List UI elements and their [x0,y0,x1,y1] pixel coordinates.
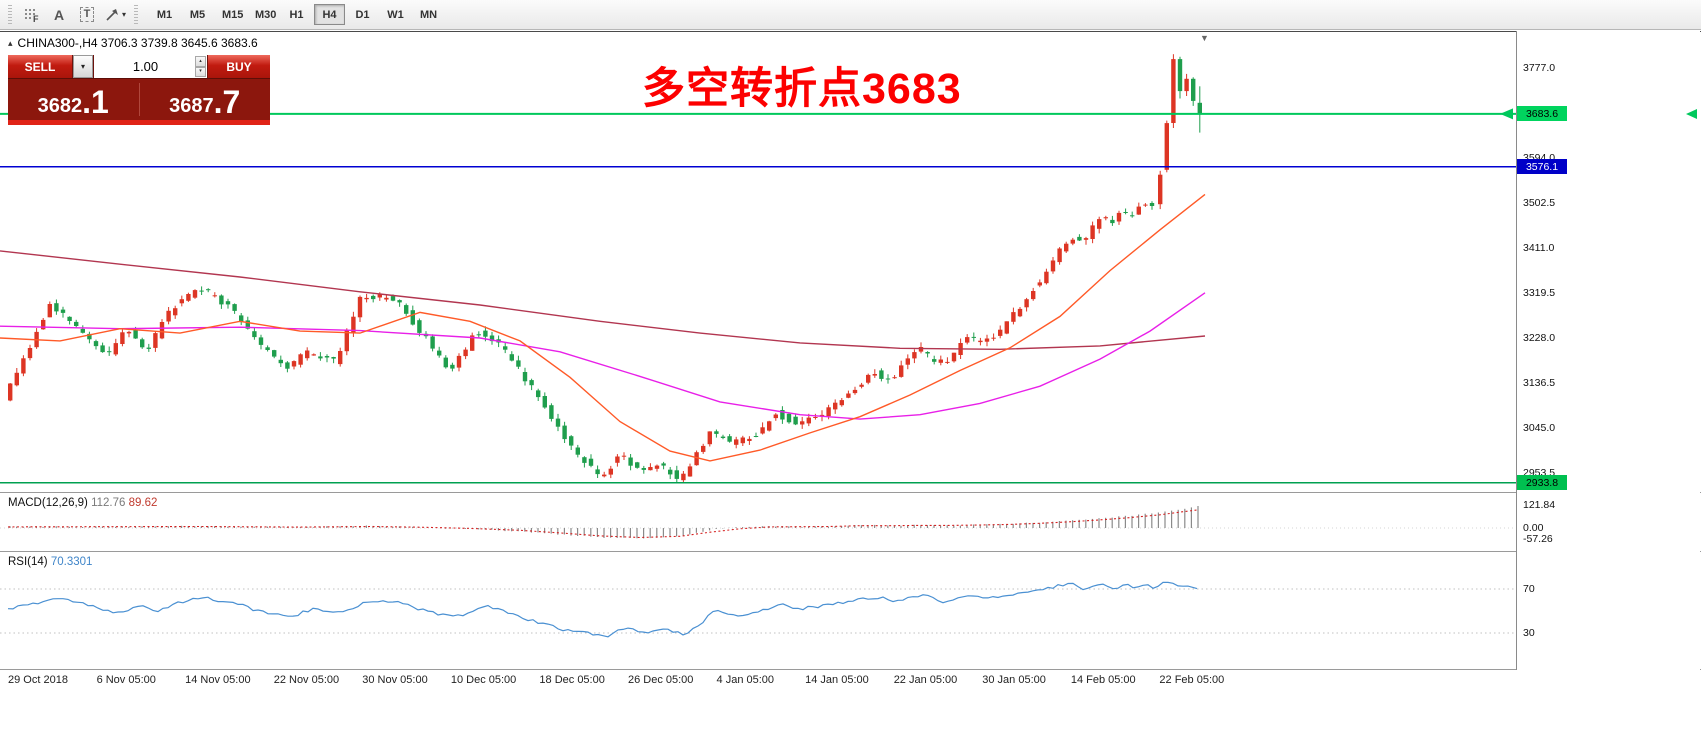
chart-title: CHINA300-,H4 3706.3 3739.8 3645.6 3683.6 [17,36,258,50]
axis-label: 0.00 [1523,522,1544,534]
axis-label: 3777.0 [1523,62,1556,74]
text-box-tool-icon: T [79,7,95,22]
time-axis-label: 22 Feb 05:00 [1159,674,1225,686]
time-axis-label: 22 Jan 05:00 [893,674,958,686]
chevron-down-icon: ▾ [80,62,85,71]
time-axis-label: 22 Nov 05:00 [273,674,340,686]
panel-accent-strip [8,120,270,125]
time-axis-label: 4 Jan 05:00 [716,674,775,686]
time-axis[interactable]: 29 Oct 2018 6 Nov 05:00 14 Nov 05:00 22 Nov… [0,670,1516,692]
axis-label: 121.84 [1523,498,1556,511]
time-axis-label: 29 Oct 2018 [8,674,68,686]
volume-box: ▴ ▾ [94,55,207,78]
price-divider [138,83,140,116]
timeframe-button-m1[interactable]: M1 [149,4,180,25]
timeframe-button-group: M1 M5 M15 M30 H1 H4 D1 W1 MN [148,4,445,25]
time-axis-label: 30 Jan 05:00 [982,674,1046,686]
axis-label: 3045.0 [1523,421,1556,434]
axis-label: 3411.0 [1523,241,1555,254]
axis-label: 70 [1523,583,1535,595]
pointer-tool-icon: F [24,8,39,23]
one-click-trading-panel: SELL ▾ ▴ ▾ BUY 3682.1 3687.7 [8,55,270,125]
time-axis-label: 14 Nov 05:00 [185,674,251,686]
pane-splitter-rsi-time[interactable] [0,669,1701,670]
price-axis[interactable]: 3777.0 3594.0 3502.5 3411.0 3319.5 3228.0 3136… [1517,31,1700,692]
toolbar-grip[interactable] [134,4,138,25]
time-axis-label: 14 Jan 05:00 [805,674,869,686]
trade-panel-controls: SELL ▾ ▴ ▾ BUY [8,55,270,78]
sell-price-pips: .1 [82,84,109,121]
price-line-arrow-icon [1686,108,1697,119]
sell-price[interactable]: 3682.1 [8,79,139,120]
macd-header: MACD(12,26,9) 112.76 89.62 [8,497,157,509]
macd-main-value: 112.76 [91,497,126,509]
volume-increase-button[interactable]: ▴ [195,56,206,67]
price-line-badge: 3576.1 [1517,159,1567,175]
buy-price-pips: .7 [213,84,241,121]
macd-signal-value: 89.62 [128,497,158,509]
time-axis-label: 6 Nov 05:00 [96,674,156,686]
pane-splitter-main-macd[interactable] [0,492,1701,493]
text-label-tool-icon: A [53,6,65,23]
time-axis-label: 10 Dec 05:00 [450,674,517,686]
timeframe-button-h4[interactable]: H4 [314,4,345,25]
pane-splitter-macd-rsi[interactable] [0,551,1701,552]
time-axis-label: 14 Feb 05:00 [1070,674,1136,686]
time-axis-label: 18 Dec 05:00 [539,674,605,686]
axis-separator [1516,31,1517,670]
timeframe-button-m15[interactable]: M15 [215,4,246,25]
pointer-tool-button[interactable]: F [18,4,44,26]
timeframe-button-m5[interactable]: M5 [182,4,213,25]
chart-shift-marker[interactable]: ▼ [1200,33,1209,43]
buy-button[interactable]: BUY [208,55,270,78]
timeframe-button-h1[interactable]: H1 [281,4,312,25]
buy-price[interactable]: 3687.7 [140,79,271,120]
axis-label: -57.26 [1523,532,1553,545]
shapes-tool-button[interactable]: ▾ [102,4,128,26]
timeframe-button-d1[interactable]: D1 [347,4,378,25]
rsi-header: RSI(14) 70.3301 [8,556,92,568]
macd-plot [0,506,1516,539]
axis-label: 3228.0 [1523,331,1556,344]
rsi-plot [0,581,1516,638]
price-line-badge: 3683.6 [1517,106,1567,122]
timeframe-button-w1[interactable]: W1 [380,4,411,25]
chart-header: ▴ CHINA300-,H4 3706.3 3739.8 3645.6 3683… [8,36,258,50]
axis-label: 3136.5 [1523,376,1556,389]
annotation-text[interactable]: 多空转折点3683 [642,65,962,113]
macd-name: MACD(12,26,9) [8,497,88,509]
axis-label: 3502.5 [1523,196,1556,209]
time-axis-label: 30 Nov 05:00 [362,674,428,686]
chart-top-border [0,31,1701,32]
volume-spinners: ▴ ▾ [195,56,206,77]
axis-label: 3319.5 [1523,286,1556,299]
chevron-down-icon: ▾ [121,10,126,19]
price-line-badge: 2933.8 [1517,475,1567,491]
sell-price-main: 3682 [37,95,83,117]
price-chart-plot[interactable] [0,32,1516,492]
timeframe-button-m30[interactable]: M30 [248,4,279,25]
timeframe-button-mn[interactable]: MN [413,4,444,25]
svg-text:F: F [33,14,39,23]
trade-panel-prices: 3682.1 3687.7 [8,78,270,120]
volume-decrease-button[interactable]: ▾ [195,66,206,77]
rsi-name: RSI(14) [8,556,48,568]
sell-button[interactable]: SELL [8,55,72,78]
toolbar: F A T ▾ M1 M5 M15 M30 H1 H4 D1 W1 MN [0,0,1701,30]
buy-price-main: 3687 [169,95,214,117]
toolbar-grip[interactable] [8,4,12,25]
text-box-tool-button[interactable]: T [74,4,100,26]
axis-label: 30 [1523,627,1535,639]
one-click-panel-toggle[interactable]: ▴ [8,37,13,48]
rsi-value: 70.3301 [50,556,93,568]
text-label-tool-button[interactable]: A [46,4,72,26]
volume-input[interactable] [94,55,207,78]
time-axis-label: 26 Dec 05:00 [627,674,694,686]
volume-dropdown[interactable]: ▾ [73,55,93,78]
shapes-tool-icon [106,8,118,21]
